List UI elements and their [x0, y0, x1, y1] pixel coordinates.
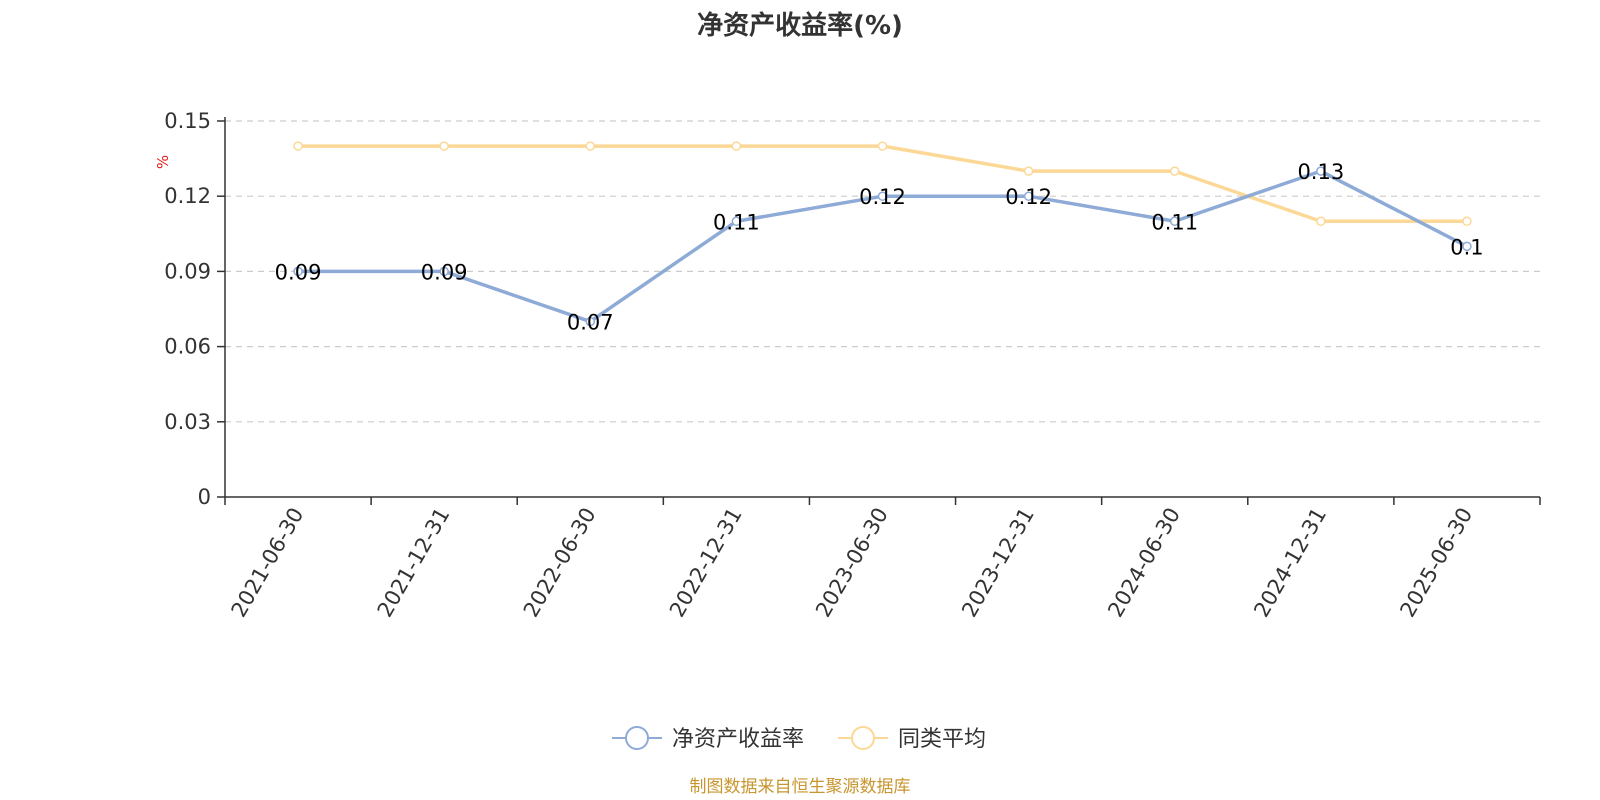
legend-marker-roe — [625, 726, 649, 750]
series-line-1 — [298, 144, 1467, 224]
data-label-6: 0.11 — [1151, 210, 1198, 234]
series-1-point-1 — [439, 141, 449, 151]
series-1-point-8 — [1462, 216, 1472, 227]
series-lines — [293, 141, 1472, 327]
legend-label-peer-average: 同类平均 — [898, 727, 986, 752]
x-tick-label-6: 2024-06-30 — [1103, 504, 1185, 622]
y-tick-label-5: 0.15 — [164, 109, 211, 133]
series-1-point-5 — [1023, 166, 1034, 176]
legend-item-peer-average[interactable]: 同类平均 — [838, 726, 986, 752]
legend-item-roe[interactable]: 净资产收益率 — [612, 726, 804, 752]
data-label-4: 0.12 — [859, 185, 906, 209]
x-tick-label-1: 2021-12-31 — [373, 504, 455, 622]
series-0-point-2 — [585, 316, 596, 327]
series-0-point-0 — [293, 266, 303, 277]
data-label-0: 0.09 — [275, 260, 322, 284]
y-tick-label-1: 0.03 — [164, 410, 211, 434]
x-tick-label-7: 2024-12-31 — [1249, 504, 1331, 622]
data-label-8: 0.1 — [1450, 235, 1483, 259]
x-tick-label-2: 2022-06-30 — [519, 504, 601, 622]
chart-title: 净资产收益率(%) — [697, 10, 903, 41]
y-tick-label-4: 0.12 — [164, 184, 211, 208]
series-0-point-6 — [1169, 216, 1180, 227]
data-labels: 0.09 0.09 0.07 0.11 0.12 0.12 0.11 0.13 0.1 — [275, 160, 1484, 334]
legend-marker-peer-average — [851, 726, 875, 750]
x-tick-label-4: 2023-06-30 — [811, 504, 893, 622]
series-0-point-8 — [1462, 241, 1472, 252]
axes: 0 0.03 0.06 0.09 0.12 0.15 2021-06-30 2021-12-3… — [164, 109, 1541, 622]
data-label-2: 0.07 — [567, 311, 614, 335]
series-1-point-6 — [1169, 166, 1180, 176]
data-label-3: 0.11 — [713, 210, 760, 234]
series-1-point-4 — [877, 141, 888, 151]
series-0-point-5 — [1023, 191, 1034, 201]
x-tick-label-8: 2025-06-30 — [1395, 504, 1477, 622]
series-0-point-4 — [877, 191, 888, 201]
legend-label-roe: 净资产收益率 — [672, 727, 804, 752]
x-tick-label-5: 2023-12-31 — [957, 504, 1039, 622]
x-tick-label-0: 2021-06-30 — [227, 504, 309, 622]
y-axis-unit: % — [154, 155, 172, 169]
y-tick-label-2: 0.06 — [164, 335, 211, 359]
source-note: 制图数据来自恒生聚源数据库 — [690, 777, 911, 797]
series-1-point-7 — [1316, 216, 1326, 227]
data-label-7: 0.13 — [1297, 160, 1344, 184]
legend: 净资产收益率 同类平均 — [612, 726, 986, 752]
y-tick-label-3: 0.09 — [164, 259, 211, 283]
series-1-point-2 — [585, 141, 596, 151]
data-label-1: 0.09 — [421, 260, 468, 284]
series-1-point-3 — [731, 141, 742, 151]
series-0-point-7 — [1316, 166, 1326, 176]
series-0-point-3 — [731, 216, 742, 227]
series-0-point-1 — [439, 266, 449, 277]
x-tick-label-3: 2022-12-31 — [665, 504, 747, 622]
y-tick-label-0: 0 — [198, 485, 211, 509]
series-1-point-0 — [293, 141, 303, 151]
data-label-5: 0.12 — [1005, 185, 1052, 209]
